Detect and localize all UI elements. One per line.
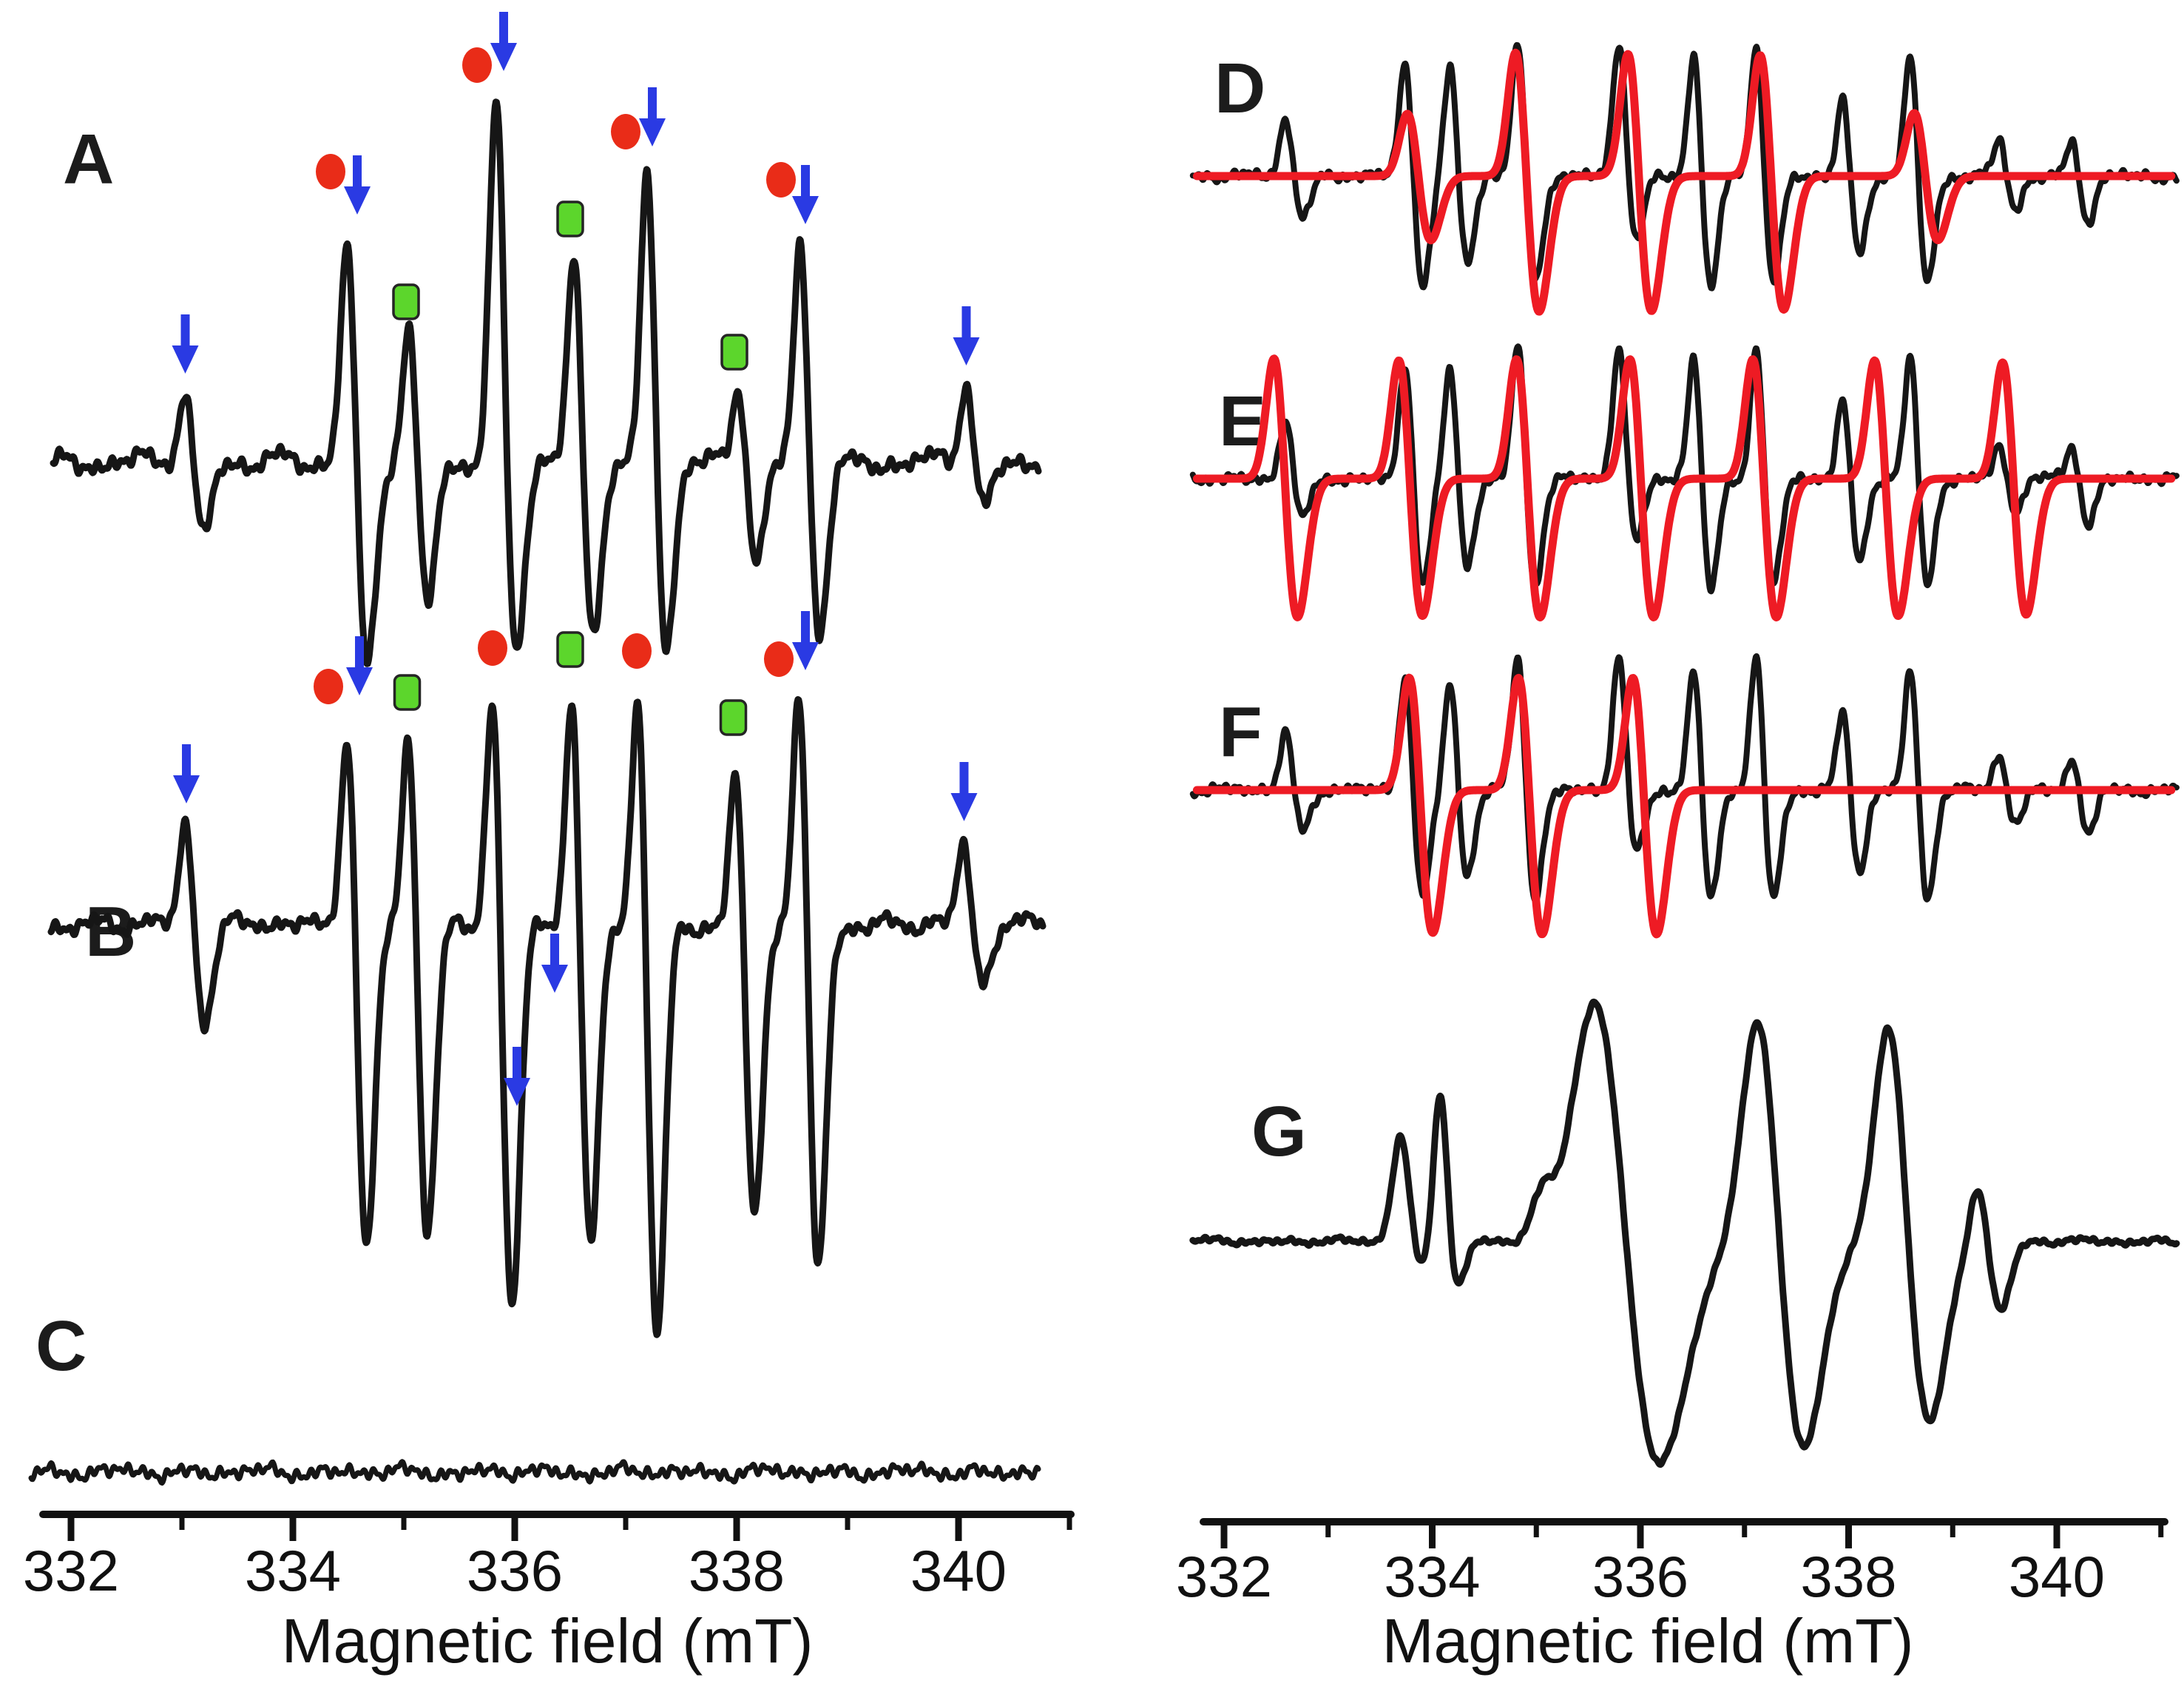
x-tick-label: 336 <box>1592 1544 1688 1609</box>
x-axis-title-right: Magnetic field (mT) <box>1382 1606 1914 1676</box>
x-tick-label: 334 <box>1384 1544 1480 1609</box>
red-circle-marker <box>316 154 345 189</box>
x-tick-label: 336 <box>467 1538 563 1603</box>
blue-arrow-marker <box>504 1047 530 1106</box>
x-tick-label: 334 <box>245 1538 341 1603</box>
spectrum-F-fit-curve <box>1192 673 2176 939</box>
spectrum-D-experimental-curve <box>1189 41 2180 291</box>
spectrum-G-curve <box>1189 998 2180 1468</box>
x-tick-label: 340 <box>2009 1544 2105 1609</box>
red-circle-marker <box>314 669 343 704</box>
blue-arrow-marker <box>172 314 199 374</box>
spectrum-A-curve <box>50 98 1042 667</box>
spectrum-E-fit-curve <box>1192 354 2176 621</box>
green-square-marker <box>392 283 420 320</box>
x-tick-label: 338 <box>1800 1544 1896 1609</box>
green-square-marker <box>719 699 748 736</box>
spectrum-D-fit-curve <box>1192 48 2176 316</box>
blue-arrow-marker <box>639 87 666 146</box>
spectrum-B-curve <box>47 696 1047 1338</box>
x-tick-label: 340 <box>910 1538 1007 1603</box>
x-tick-label: 338 <box>689 1538 785 1603</box>
spectrum-E-experimental-curve <box>1189 343 2180 595</box>
x-tick-label: 332 <box>1176 1544 1272 1609</box>
blue-arrow-marker <box>346 636 373 695</box>
red-circle-marker <box>766 162 796 198</box>
spectrum-F-experimental-curve <box>1189 653 2180 904</box>
x-tick-label: 332 <box>23 1538 119 1603</box>
blue-arrow-marker <box>490 12 517 71</box>
green-square-marker <box>393 674 422 711</box>
panel-label-c: C <box>36 1306 87 1386</box>
panel-label-a: A <box>63 120 114 199</box>
blue-arrow-marker <box>541 934 568 993</box>
green-square-marker <box>556 631 584 668</box>
blue-arrow-marker <box>344 155 371 215</box>
blue-arrow-marker <box>173 744 200 803</box>
blue-arrow-marker <box>792 165 819 224</box>
red-circle-marker <box>611 114 640 149</box>
blue-arrow-marker <box>950 762 978 821</box>
blue-arrow-marker <box>953 306 980 365</box>
x-axis-title-left: Magnetic field (mT) <box>282 1606 814 1676</box>
blue-arrow-marker <box>792 611 819 670</box>
green-square-marker <box>720 334 748 371</box>
red-circle-marker <box>764 641 794 677</box>
green-square-marker <box>556 200 584 237</box>
panel-label-g: G <box>1251 1092 1307 1171</box>
panel-label-d: D <box>1214 49 1265 128</box>
red-circle-marker <box>462 47 492 83</box>
spectrum-C-curve <box>28 1459 1041 1486</box>
red-circle-marker <box>478 630 507 666</box>
panel-label-f: F <box>1219 692 1262 772</box>
red-circle-marker <box>622 633 652 669</box>
